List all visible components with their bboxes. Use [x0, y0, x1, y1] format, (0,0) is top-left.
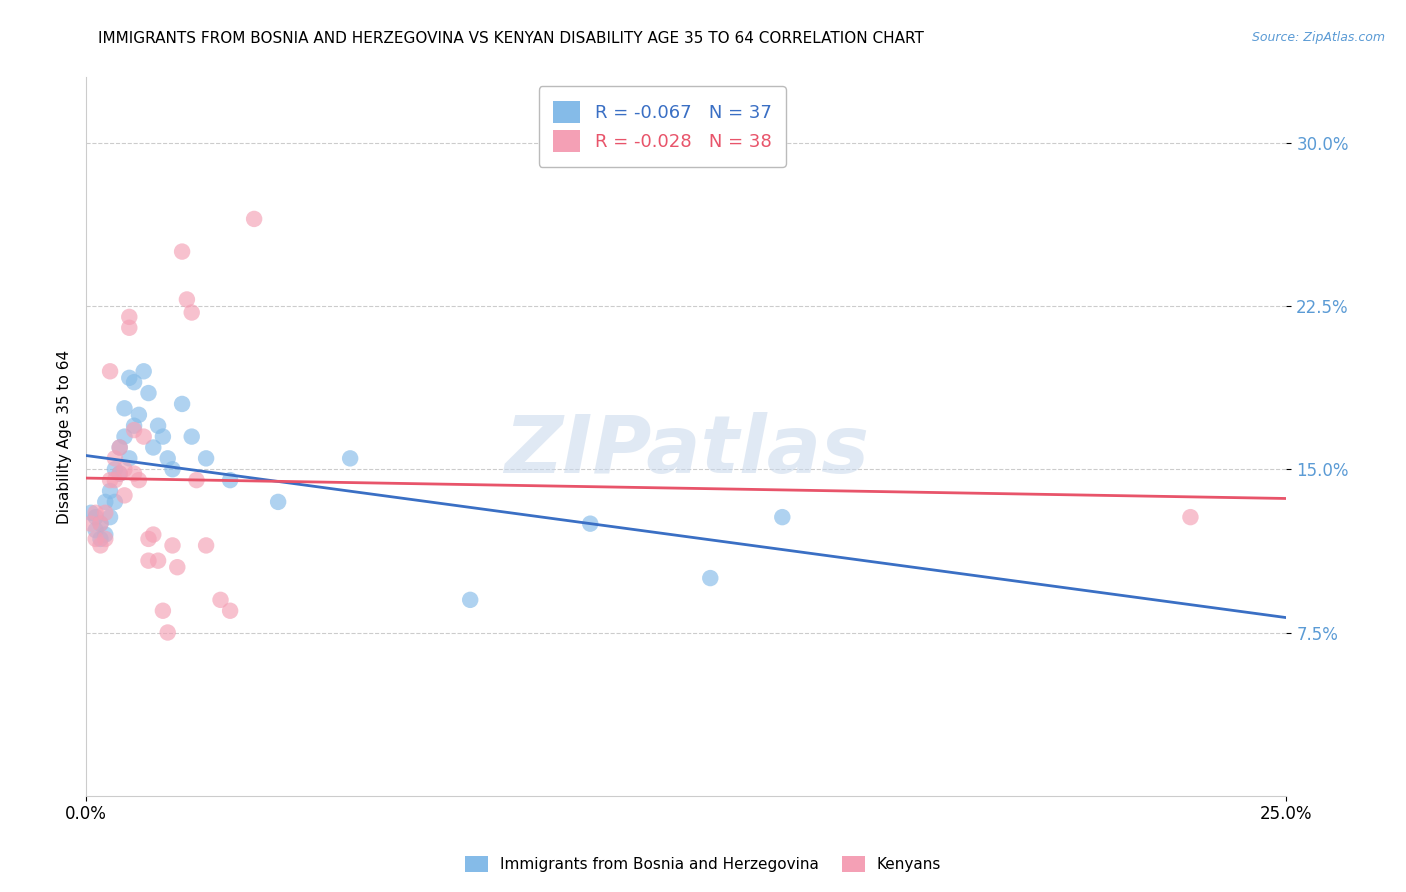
Point: [138, 532, 160, 546]
Point: [89, 538, 111, 552]
Point: [89, 516, 111, 531]
Point: [114, 401, 136, 416]
Point: [98, 483, 121, 498]
Point: [267, 495, 290, 509]
Point: [114, 488, 136, 502]
Point: [162, 462, 184, 476]
Point: [84, 506, 107, 520]
Point: [89, 532, 111, 546]
Point: [114, 462, 136, 476]
Text: IMMIGRANTS FROM BOSNIA AND HERZEGOVINA VS KENYAN DISABILITY AGE 35 TO 64 CORRELA: IMMIGRANTS FROM BOSNIA AND HERZEGOVINA V…: [98, 31, 924, 46]
Point: [94, 527, 117, 541]
Legend: R = -0.067   N = 37, R = -0.028   N = 38: R = -0.067 N = 37, R = -0.028 N = 38: [538, 87, 786, 167]
Point: [132, 429, 155, 443]
Point: [104, 495, 127, 509]
Point: [94, 532, 117, 546]
Point: [219, 604, 242, 618]
Point: [138, 386, 160, 401]
Point: [156, 451, 179, 466]
Point: [770, 510, 793, 524]
Point: [122, 467, 145, 481]
Point: [84, 532, 107, 546]
Point: [186, 473, 208, 487]
Point: [108, 467, 131, 481]
Point: [243, 211, 266, 226]
Point: [108, 441, 131, 455]
Legend: Immigrants from Bosnia and Herzegovina, Kenyans: Immigrants from Bosnia and Herzegovina, …: [457, 848, 949, 880]
Point: [80, 516, 103, 531]
Point: [98, 473, 121, 487]
Point: [118, 320, 141, 334]
Y-axis label: Disability Age 35 to 64: Disability Age 35 to 64: [58, 350, 72, 524]
Point: [1180, 510, 1202, 524]
Point: [114, 429, 136, 443]
Point: [108, 441, 131, 455]
Point: [162, 538, 184, 552]
Point: [699, 571, 721, 585]
Point: [84, 510, 107, 524]
Point: [152, 604, 174, 618]
Point: [172, 244, 194, 259]
Point: [104, 473, 127, 487]
Point: [118, 451, 141, 466]
Point: [146, 418, 169, 433]
Point: [108, 467, 131, 481]
Point: [122, 423, 145, 437]
Point: [94, 506, 117, 520]
Point: [180, 429, 202, 443]
Point: [142, 441, 165, 455]
Point: [118, 371, 141, 385]
Point: [219, 473, 242, 487]
Point: [122, 418, 145, 433]
Point: [104, 451, 127, 466]
Point: [118, 310, 141, 324]
Point: [146, 554, 169, 568]
Point: [104, 462, 127, 476]
Point: [84, 523, 107, 537]
Point: [458, 592, 481, 607]
Point: [138, 554, 160, 568]
Point: [94, 495, 117, 509]
Point: [89, 516, 111, 531]
Point: [176, 293, 198, 307]
Point: [209, 592, 232, 607]
Point: [128, 473, 150, 487]
Point: [579, 516, 602, 531]
Point: [195, 451, 218, 466]
Point: [156, 625, 179, 640]
Text: Source: ZipAtlas.com: Source: ZipAtlas.com: [1251, 31, 1385, 45]
Point: [98, 510, 121, 524]
Point: [152, 429, 174, 443]
Point: [128, 408, 150, 422]
Point: [122, 375, 145, 389]
Point: [180, 305, 202, 319]
Point: [132, 364, 155, 378]
Point: [339, 451, 361, 466]
Point: [80, 506, 103, 520]
Point: [142, 527, 165, 541]
Point: [166, 560, 188, 574]
Point: [172, 397, 194, 411]
Text: ZIPatlas: ZIPatlas: [503, 412, 869, 490]
Point: [98, 364, 121, 378]
Point: [195, 538, 218, 552]
